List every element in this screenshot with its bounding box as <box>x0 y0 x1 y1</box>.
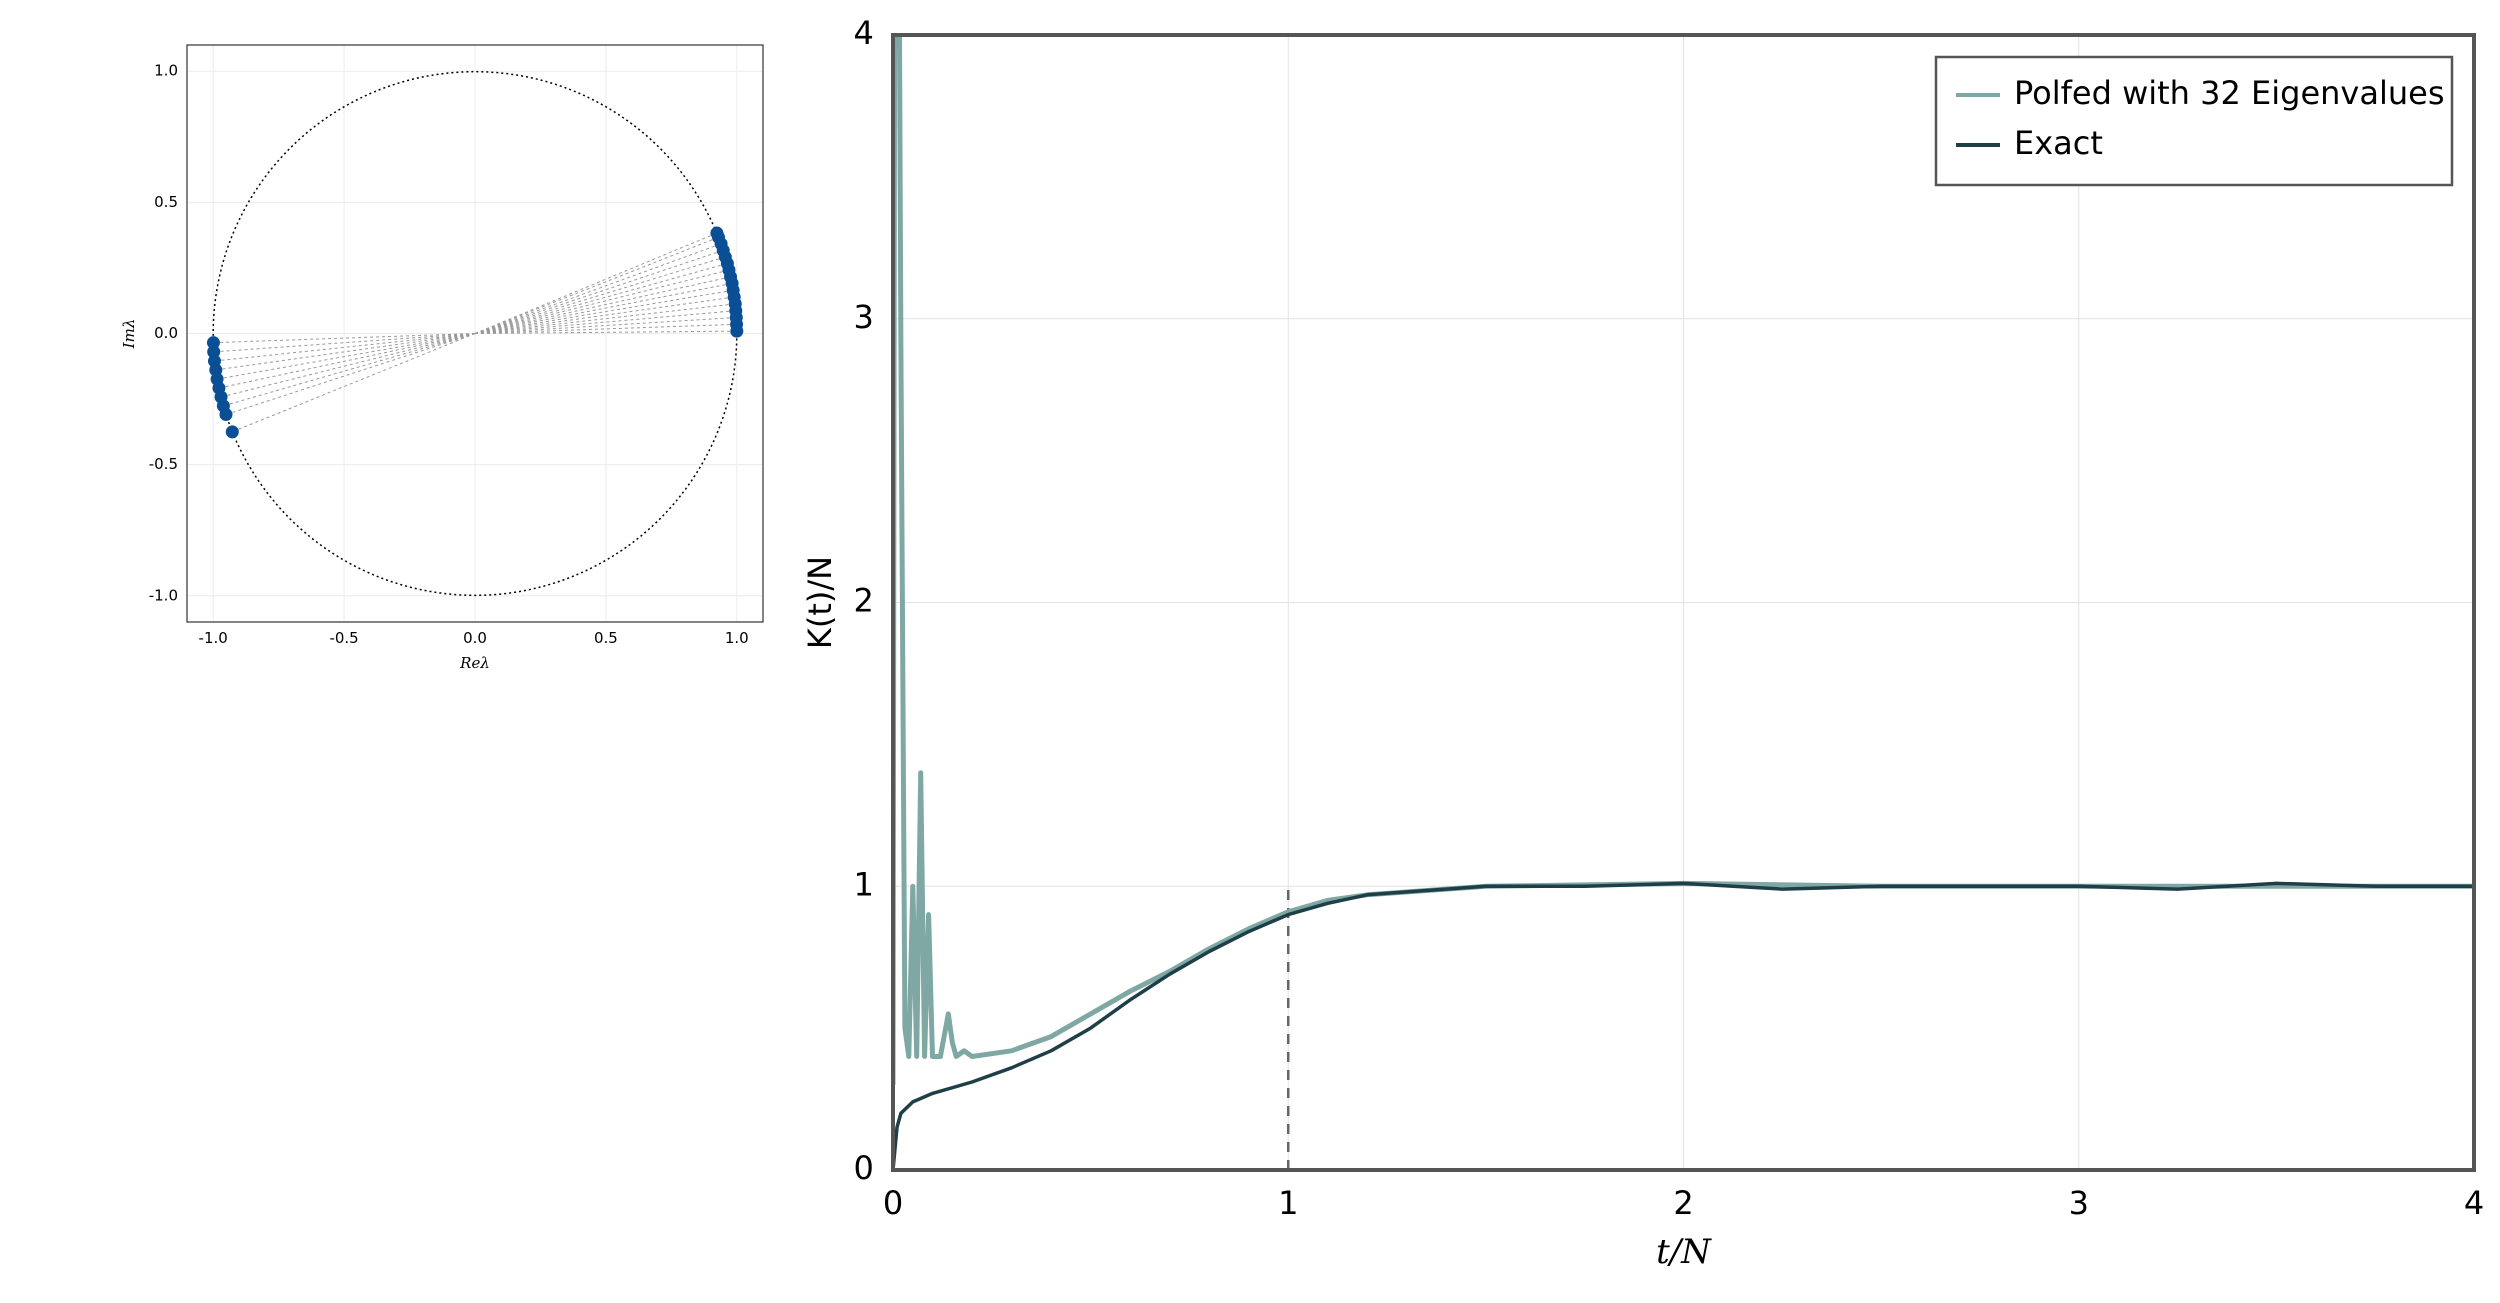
x-tick-label: 2 <box>1673 1184 1693 1222</box>
y-axis-label: K(t)/N <box>801 556 839 649</box>
plot-area <box>893 35 2474 1170</box>
y-tick-label: 0.5 <box>154 193 178 211</box>
x-tick-label: 0.5 <box>594 629 618 647</box>
x-tick-label: 1.0 <box>725 629 749 647</box>
ray <box>474 256 726 334</box>
ray <box>217 333 476 380</box>
y-tick-label: 2 <box>853 582 873 620</box>
ray <box>474 282 733 334</box>
x-axis-label: Reλ <box>459 654 490 672</box>
ray <box>474 310 736 334</box>
y-tick-label: 1 <box>853 865 873 903</box>
ray <box>214 333 476 362</box>
ray <box>474 262 728 334</box>
ray <box>474 303 736 334</box>
ray <box>215 333 476 371</box>
y-tick-label: -1.0 <box>149 586 178 604</box>
series-line <box>893 881 2474 1170</box>
ray <box>474 330 737 334</box>
y-tick-label: 3 <box>853 298 873 336</box>
ray <box>474 269 730 334</box>
y-tick-label: -0.5 <box>149 455 178 473</box>
x-tick-label: 0.0 <box>463 629 487 647</box>
ray <box>225 333 476 416</box>
y-tick-label: 0 <box>853 1149 873 1187</box>
ray <box>220 333 476 398</box>
x-tick-label: 1 <box>1278 1184 1298 1222</box>
legend-box <box>1934 55 2454 187</box>
ray <box>474 249 724 334</box>
y-tick-label: 1.0 <box>154 62 178 80</box>
eigenvalue-point <box>219 408 233 422</box>
ray <box>218 333 476 389</box>
x-tick-label: 3 <box>2069 1184 2089 1222</box>
ray <box>474 243 722 334</box>
ray <box>474 296 735 334</box>
ray <box>474 323 737 334</box>
x-axis-label: t/N <box>1656 1232 1712 1272</box>
ray <box>474 236 719 334</box>
x-tick-label: 4 <box>2464 1184 2484 1222</box>
y-axis-label: Imλ <box>120 319 138 350</box>
legend-label: Polfed with 32 Eigenvalues <box>2014 74 2444 112</box>
ray <box>213 333 476 344</box>
plot-frame <box>186 44 764 623</box>
eigenvalue-point <box>710 226 724 240</box>
x-tick-label: -0.5 <box>329 629 358 647</box>
ray <box>474 289 734 334</box>
y-tick-label: 4 <box>853 14 873 52</box>
plot-frame <box>891 33 2476 1172</box>
eigenvalue-point <box>206 336 220 350</box>
ray <box>232 333 476 433</box>
x-tick-label: 0 <box>883 1184 903 1222</box>
eigenvalue-point <box>225 425 239 439</box>
ray <box>474 276 731 334</box>
legend-label: Exact <box>2014 124 2103 162</box>
y-tick-label: 0.0 <box>154 324 178 342</box>
ray <box>223 333 476 407</box>
ray <box>474 232 718 334</box>
x-tick-label: -1.0 <box>199 629 228 647</box>
ray <box>213 333 476 353</box>
ray <box>474 317 737 334</box>
